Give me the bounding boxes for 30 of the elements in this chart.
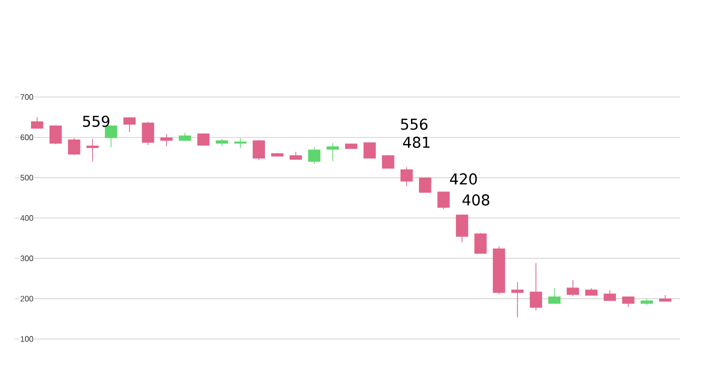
candlestick [604, 290, 616, 301]
candlestick [326, 142, 339, 162]
candlestick [160, 134, 173, 147]
candlestick [68, 138, 80, 156]
candlestick [511, 282, 524, 318]
candlestick [418, 177, 432, 193]
candlestick [474, 232, 487, 254]
annotation: 556 [401, 118, 428, 130]
annotation: 559 [83, 116, 110, 127]
candlestick [530, 262, 542, 311]
candlestick [86, 138, 99, 162]
candlestick [548, 288, 561, 304]
candlestick [234, 138, 247, 149]
candlestick [400, 166, 413, 187]
candlestick [437, 191, 450, 210]
candlestick [50, 124, 62, 145]
candlestick [456, 214, 468, 243]
annotation: 420 [450, 173, 477, 185]
candlestick [308, 146, 320, 164]
candlestick [622, 296, 634, 308]
candlestick [364, 142, 376, 159]
annotation: 408 [462, 194, 490, 206]
candlestick [123, 116, 136, 132]
candlestick [566, 280, 580, 297]
candlestick [142, 122, 154, 146]
candlestick [197, 132, 210, 146]
annotation: 481 [403, 136, 430, 148]
candlestick [252, 140, 265, 160]
candlestick [382, 154, 394, 169]
candlestick [31, 116, 44, 129]
